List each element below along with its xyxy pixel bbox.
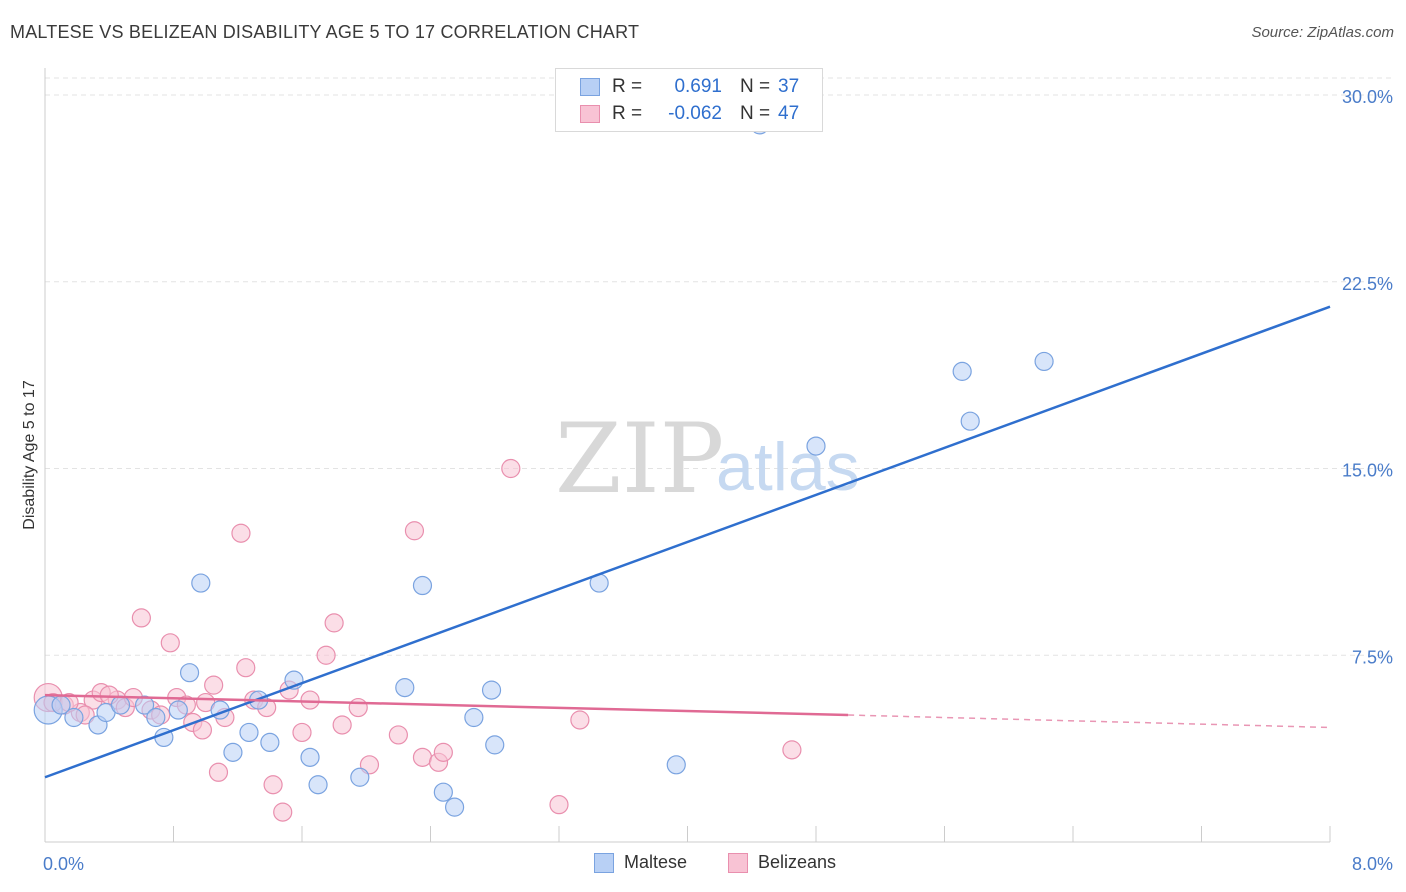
y-tick-label-1: 15.0% bbox=[1342, 461, 1393, 481]
bottom-belizeans-swatch bbox=[728, 852, 748, 873]
maltese-point-13 bbox=[223, 742, 243, 762]
watermark-zip: ZIP bbox=[555, 403, 724, 515]
maltese-point-18 bbox=[300, 747, 320, 767]
maltese-point-25 bbox=[464, 707, 484, 728]
legend-row-belizeans: R = -0.062 N = 47 bbox=[580, 102, 799, 126]
belizeans-point-26 bbox=[292, 722, 312, 743]
maltese-point-31 bbox=[952, 361, 972, 381]
watermark: ZIP atlas bbox=[555, 403, 860, 515]
belizeans-point-24 bbox=[273, 802, 293, 822]
bottom-maltese-swatch bbox=[594, 852, 614, 873]
maltese-point-22 bbox=[395, 678, 415, 698]
maltese-trendline bbox=[44, 305, 1331, 779]
maltese-point-14 bbox=[239, 722, 259, 743]
maltese-point-6 bbox=[134, 695, 155, 715]
chart-title: MALTESE VS BELIZEAN DISABILITY AGE 5 TO … bbox=[10, 22, 640, 42]
maltese-swatch bbox=[580, 78, 600, 96]
belizeans-point-31 bbox=[348, 697, 368, 718]
maltese-point-21 bbox=[412, 575, 433, 596]
belizeans-point-11 bbox=[160, 633, 180, 653]
belizeans-point-16 bbox=[204, 675, 224, 695]
grid-lines bbox=[45, 77, 1395, 656]
belizeans-point-29 bbox=[324, 613, 344, 633]
maltese-point-9 bbox=[168, 700, 188, 720]
belizeans-point-23 bbox=[263, 775, 283, 795]
bottom-legend-maltese: Maltese bbox=[594, 852, 687, 873]
belizeans-point-15 bbox=[192, 720, 213, 740]
y-tick-label-3: 30.0% bbox=[1342, 87, 1393, 107]
maltese-point-26 bbox=[481, 680, 502, 700]
belizeans-r-label: R = bbox=[612, 103, 643, 124]
x-tick-label-0: 0.0% bbox=[43, 854, 84, 874]
maltese-point-32 bbox=[960, 411, 980, 431]
y-axis-label: Disability Age 5 to 17 bbox=[21, 380, 38, 530]
maltese-points bbox=[33, 115, 1054, 817]
y-tick-label-0: 7.5% bbox=[1352, 647, 1393, 667]
legend-row-maltese: R = 0.691 N = 37 bbox=[580, 75, 799, 99]
belizeans-point-38 bbox=[501, 458, 521, 479]
belizeans-point-41 bbox=[782, 740, 802, 760]
correlation-legend: R = 0.691 N = 37 R = -0.062 N = 47 bbox=[555, 68, 823, 132]
belizeans-point-37 bbox=[433, 742, 453, 762]
maltese-point-7 bbox=[146, 707, 166, 728]
belizeans-point-34 bbox=[404, 521, 425, 541]
maltese-point-16 bbox=[260, 732, 280, 753]
belizeans-point-28 bbox=[316, 645, 336, 665]
belizeans-point-39 bbox=[549, 795, 569, 815]
y-tick-label-2: 22.5% bbox=[1342, 274, 1393, 294]
belizeans-swatch bbox=[580, 105, 600, 123]
belizeans-point-19 bbox=[231, 523, 251, 543]
belizeans-point-20 bbox=[236, 658, 256, 678]
bottom-belizeans-label: Belizeans bbox=[758, 852, 837, 872]
maltese-point-11 bbox=[191, 573, 211, 593]
belizeans-n-label: N = bbox=[740, 103, 771, 124]
belizeans-point-27 bbox=[300, 690, 320, 710]
watermark-atlas: atlas bbox=[716, 429, 860, 505]
maltese-n-label: N = bbox=[740, 76, 771, 97]
maltese-point-27 bbox=[485, 735, 505, 755]
belizeans-point-40 bbox=[570, 710, 590, 730]
maltese-point-33 bbox=[1034, 351, 1054, 372]
maltese-point-2 bbox=[64, 707, 84, 728]
belizeans-trendline-extension bbox=[848, 714, 1331, 729]
maltese-point-20 bbox=[350, 767, 370, 787]
maltese-point-19 bbox=[308, 775, 328, 795]
bottom-maltese-label: Maltese bbox=[624, 852, 688, 872]
belizeans-point-17 bbox=[208, 762, 229, 782]
maltese-point-29 bbox=[666, 755, 686, 775]
belizeans-point-30 bbox=[332, 715, 352, 735]
x-tick-label-1: 8.0% bbox=[1352, 854, 1393, 874]
maltese-point-23 bbox=[433, 782, 453, 802]
maltese-point-5 bbox=[110, 695, 131, 715]
belizeans-point-33 bbox=[388, 725, 408, 745]
trendlines bbox=[44, 305, 1331, 779]
bottom-legend-belizeans: Belizeans bbox=[728, 852, 836, 873]
belizeans-trendline bbox=[44, 693, 849, 717]
maltese-n-value: 37 bbox=[778, 76, 800, 97]
belizeans-r-value: -0.062 bbox=[668, 103, 722, 124]
belizeans-point-35 bbox=[412, 747, 433, 767]
belizeans-point-8 bbox=[131, 608, 151, 628]
maltese-point-24 bbox=[444, 797, 465, 817]
maltese-r-label: R = bbox=[612, 76, 643, 97]
maltese-point-30 bbox=[806, 436, 826, 456]
maltese-point-10 bbox=[179, 663, 200, 683]
maltese-r-value: 0.691 bbox=[674, 76, 722, 97]
tick-labels: 7.5% 15.0% 22.5% 30.0% 0.0% 8.0% bbox=[43, 87, 1393, 874]
belizeans-n-value: 47 bbox=[778, 103, 800, 124]
source-label: Source: ZipAtlas.com bbox=[1251, 24, 1394, 41]
